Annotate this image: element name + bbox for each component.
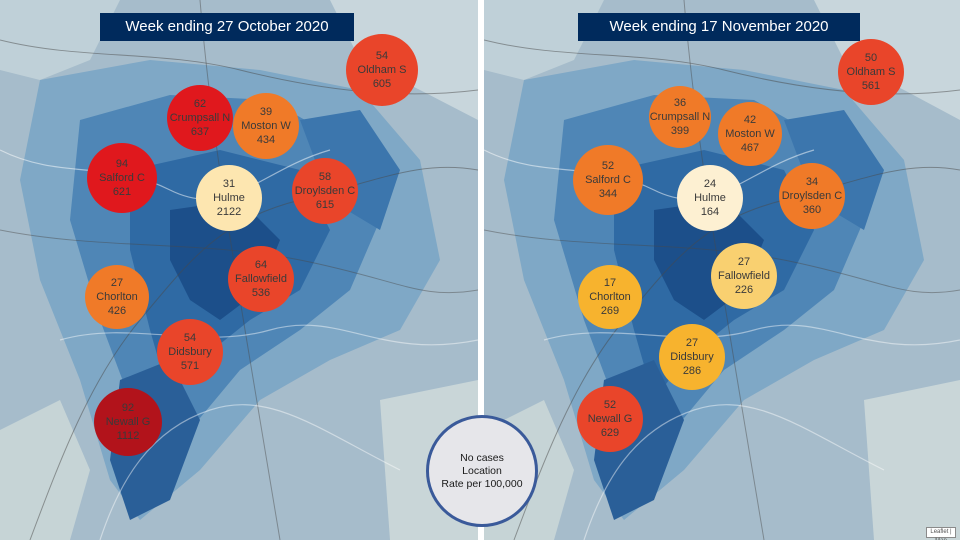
bubble-location: Chorlton <box>589 291 631 303</box>
bubble-rate: 286 <box>682 365 702 377</box>
bubble-cases: 39 <box>259 106 273 118</box>
bubble-rate: 226 <box>734 284 754 296</box>
area-bubble-crumpsall-n[interactable]: 36 Crumpsall N 399 <box>649 86 711 148</box>
legend-rate-label: Rate per 100,000 <box>441 477 523 490</box>
bubble-cases: 31 <box>222 178 236 190</box>
area-bubble-chorlton[interactable]: 17 Chorlton 269 <box>578 265 642 329</box>
panel-title: Week ending 27 October 2020 <box>100 13 354 41</box>
bubble-cases: 54 <box>183 332 197 344</box>
bubble-location: Chorlton <box>96 291 138 303</box>
legend-circle: No cases Location Rate per 100,000 <box>426 415 538 527</box>
bubble-cases: 24 <box>703 178 717 190</box>
bubble-rate: 344 <box>598 188 618 200</box>
area-bubble-hulme[interactable]: 24 Hulme 164 <box>677 165 743 231</box>
bubble-location: Fallowfield <box>235 273 287 285</box>
bubble-location: Hulme <box>694 192 726 204</box>
panel-title: Week ending 17 November 2020 <box>578 13 860 41</box>
bubble-rate: 426 <box>107 305 127 317</box>
bubble-rate: 536 <box>251 287 271 299</box>
bubble-cases: 36 <box>673 97 687 109</box>
bubble-cases: 92 <box>121 402 135 414</box>
bubble-rate: 561 <box>861 80 881 92</box>
area-bubble-chorlton[interactable]: 27 Chorlton 426 <box>85 265 149 329</box>
bubble-rate: 1112 <box>116 430 140 442</box>
bubble-rate: 629 <box>600 427 620 439</box>
bubble-location: Fallowfield <box>718 270 770 282</box>
bubble-rate: 615 <box>315 199 335 211</box>
bubble-rate: 621 <box>112 186 132 198</box>
bubble-rate: 605 <box>372 78 392 90</box>
bubble-cases: 42 <box>743 114 757 126</box>
bubble-location: Oldham S <box>846 66 896 78</box>
area-bubble-newall-g[interactable]: 52 Newall G 629 <box>577 386 643 452</box>
bubble-cases: 52 <box>601 160 615 172</box>
area-bubble-moston-w[interactable]: 39 Moston W 434 <box>233 93 299 159</box>
bubble-cases: 27 <box>110 277 124 289</box>
map-panel-october: Week ending 27 October 2020 54 Oldham S 60… <box>0 0 478 540</box>
bubble-location: Newall G <box>105 416 151 428</box>
bubble-location: Didsbury <box>168 346 212 358</box>
area-bubble-didsbury[interactable]: 54 Didsbury 571 <box>157 319 223 385</box>
bubble-location: Didsbury <box>670 351 714 363</box>
bubble-location: Moston W <box>241 120 291 132</box>
area-bubble-newall-g[interactable]: 92 Newall G 1112 <box>94 388 162 456</box>
bubble-rate: 399 <box>670 125 690 137</box>
area-bubble-crumpsall-n[interactable]: 62 Crumpsall N 637 <box>167 85 233 151</box>
bubble-cases: 58 <box>318 171 332 183</box>
area-bubble-droylsden-c[interactable]: 34 Droylsden C 360 <box>779 163 845 229</box>
bubble-location: Hulme <box>213 192 245 204</box>
bubble-location: Droylsden C <box>781 190 843 202</box>
bubble-location: Salford C <box>99 172 145 184</box>
bubble-location: Crumpsall N <box>649 111 711 123</box>
bubble-rate: 164 <box>700 206 720 218</box>
bubble-location: Salford C <box>585 174 631 186</box>
map-attribution[interactable]: Leaflet | Map <box>926 527 956 540</box>
bubble-rate: 434 <box>256 134 276 146</box>
bubble-cases: 27 <box>685 337 699 349</box>
bubble-cases: 34 <box>805 176 819 188</box>
area-bubble-salford-c[interactable]: 94 Salford C 621 <box>87 143 157 213</box>
bubble-cases: 64 <box>254 259 268 271</box>
area-bubble-fallowfield[interactable]: 64 Fallowfield 536 <box>228 246 294 312</box>
area-bubble-oldham-s[interactable]: 50 Oldham S 561 <box>838 39 904 105</box>
bubble-location: Moston W <box>725 128 775 140</box>
bubble-rate: 467 <box>740 142 760 154</box>
bubble-cases: 27 <box>737 256 751 268</box>
area-bubble-didsbury[interactable]: 27 Didsbury 286 <box>659 324 725 390</box>
area-bubble-hulme[interactable]: 31 Hulme 2122 <box>196 165 262 231</box>
bubble-location: Oldham S <box>357 64 407 76</box>
panel-divider <box>478 0 484 540</box>
area-bubble-fallowfield[interactable]: 27 Fallowfield 226 <box>711 243 777 309</box>
area-bubble-moston-w[interactable]: 42 Moston W 467 <box>718 102 782 166</box>
bubble-cases: 62 <box>193 98 207 110</box>
bubble-cases: 52 <box>603 399 617 411</box>
legend-cases-label: No cases <box>460 451 504 464</box>
legend-location-label: Location <box>462 464 502 477</box>
area-bubble-oldham-s[interactable]: 54 Oldham S 605 <box>346 34 418 106</box>
area-bubble-salford-c[interactable]: 52 Salford C 344 <box>573 145 643 215</box>
bubble-cases: 50 <box>864 52 878 64</box>
bubble-rate: 2122 <box>216 206 242 218</box>
bubble-cases: 17 <box>603 277 617 289</box>
bubble-cases: 54 <box>375 50 389 62</box>
bubble-rate: 360 <box>802 204 822 216</box>
bubble-rate: 571 <box>180 360 200 372</box>
bubble-location: Droylsden C <box>294 185 356 197</box>
bubble-rate: 637 <box>190 126 210 138</box>
area-bubble-droylsden-c[interactable]: 58 Droylsden C 615 <box>292 158 358 224</box>
bubble-rate: 269 <box>600 305 620 317</box>
bubble-location: Crumpsall N <box>169 112 231 124</box>
bubble-cases: 94 <box>115 158 129 170</box>
bubble-location: Newall G <box>587 413 633 425</box>
